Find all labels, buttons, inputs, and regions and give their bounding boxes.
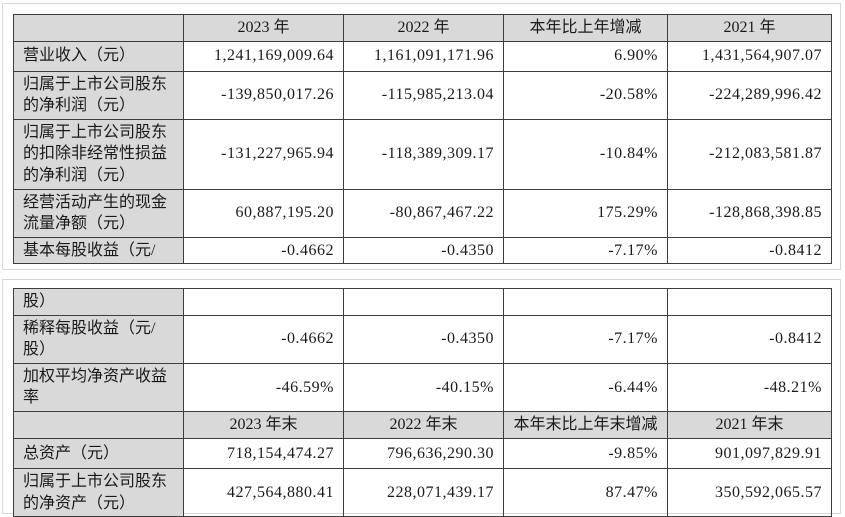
row-label-cell: 归属于上市公司股东的净利润（元）	[13, 70, 184, 120]
financial-summary-table-part1: 2023 年 2022 年本年比上年增减 2021 年营业收入（元） 1,241,16…	[13, 14, 832, 265]
table-header-row: 2023 年 2022 年本年比上年增减 2021 年	[13, 14, 832, 42]
value-cell: -6.44%	[503, 362, 668, 412]
value-cell: 350,592,065.57	[667, 467, 832, 517]
value-cell: -212,083,581.87	[667, 118, 832, 190]
row-label-cell: 归属于上市公司股东的净资产（元）	[13, 467, 184, 517]
value-cell	[503, 288, 668, 316]
value-cell	[343, 288, 504, 316]
column-header-cell: 2022 年	[343, 14, 504, 42]
row-label-cell: 稀释每股收益（元/股）	[13, 314, 184, 364]
value-cell: -10.84%	[503, 118, 668, 190]
value-cell: 87.47%	[503, 467, 668, 517]
table-row: 归属于上市公司股东的净资产（元） 427,564,880.41 228,071,43…	[13, 467, 832, 517]
value-cell	[183, 288, 344, 316]
value-cell: -0.4662	[183, 314, 344, 364]
row-label-cell: 股）	[13, 288, 184, 316]
column-header-cell: 本年比上年增减	[503, 14, 668, 42]
value-cell: -0.4350	[343, 314, 504, 364]
page-fragment-top: 2023 年 2022 年本年比上年增减 2021 年营业收入（元） 1,241,16…	[2, 3, 841, 270]
table-row: 总资产（元） 718,154,474.27 796,636,290.30 -9.85%…	[13, 437, 832, 469]
value-cell: -80,867,467.22	[343, 188, 504, 238]
value-cell: 796,636,290.30	[343, 437, 504, 469]
table-row: 稀释每股收益（元/股） -0.4662 -0.4350 -7.17% -0.8412	[13, 314, 832, 364]
financial-summary-table-part2: 股） 稀释每股收益（元/股） -0.4662 -0.4350 -7.17% -0.8412…	[13, 288, 832, 517]
value-cell: -40.15%	[343, 362, 504, 412]
value-cell: 718,154,474.27	[183, 437, 344, 469]
row-label-cell: 营业收入（元）	[13, 40, 184, 72]
page-fragment-bottom: 股） 稀释每股收益（元/股） -0.4662 -0.4350 -7.17% -0.8412…	[2, 279, 841, 517]
value-cell: 6.90%	[503, 40, 668, 72]
table-row: 经营活动产生的现金流量净额（元） 60,887,195.20 -80,867,467…	[13, 188, 832, 238]
column-header-cell: 2021 年	[667, 14, 832, 42]
table-row: 加权平均净资产收益率 -46.59% -40.15% -6.44% -48.21%	[13, 362, 832, 412]
table-row: 股）	[13, 288, 832, 316]
value-cell: 175.29%	[503, 188, 668, 238]
row-label-cell: 归属于上市公司股东的扣除非经常性损益的净利润（元）	[13, 118, 184, 190]
row-label-cell: 经营活动产生的现金流量净额（元）	[13, 188, 184, 238]
value-cell: -9.85%	[503, 437, 668, 469]
value-cell	[667, 288, 832, 316]
value-cell: 901,097,829.91	[667, 437, 832, 469]
column-header-cell: 2023 年	[183, 14, 344, 42]
column-header-cell: 2022 年末	[343, 410, 504, 439]
value-cell: -0.4662	[183, 236, 344, 265]
value-cell: 1,161,091,171.96	[343, 40, 504, 72]
value-cell: 60,887,195.20	[183, 188, 344, 238]
table-row: 基本每股收益（元/-0.4662 -0.4350 -7.17% -0.8412	[13, 236, 832, 265]
value-cell: -46.59%	[183, 362, 344, 412]
table-row: 营业收入（元） 1,241,169,009.64 1,161,091,171.96 6…	[13, 40, 832, 72]
value-cell: 1,241,169,009.64	[183, 40, 344, 72]
row-label-cell: 基本每股收益（元/	[13, 236, 184, 265]
value-cell: -0.8412	[667, 314, 832, 364]
corner-header-cell	[13, 14, 184, 42]
value-cell: 1,431,564,907.07	[667, 40, 832, 72]
value-cell: 427,564,880.41	[183, 467, 344, 517]
value-cell: -7.17%	[503, 236, 668, 265]
value-cell: -128,868,398.85	[667, 188, 832, 238]
value-cell: -48.21%	[667, 362, 832, 412]
value-cell: -0.4350	[343, 236, 504, 265]
value-cell: -7.17%	[503, 314, 668, 364]
table-row: 归属于上市公司股东的净利润（元） -139,850,017.26 -115,985,…	[13, 70, 832, 120]
value-cell: -139,850,017.26	[183, 70, 344, 120]
corner-header-cell	[13, 410, 184, 439]
column-header-cell: 2023 年末	[183, 410, 344, 439]
column-header-cell: 2021 年末	[667, 410, 832, 439]
value-cell: -224,289,996.42	[667, 70, 832, 120]
value-cell: -131,227,965.94	[183, 118, 344, 190]
table-row: 归属于上市公司股东的扣除非经常性损益的净利润（元） -131,227,965.94…	[13, 118, 832, 190]
value-cell: -20.58%	[503, 70, 668, 120]
value-cell: -115,985,213.04	[343, 70, 504, 120]
table-body: 2023 年 2022 年本年比上年增减 2021 年营业收入（元） 1,241,16…	[13, 14, 832, 265]
table-header-row: 2023 年末 2022 年末 本年末比上年末增减 2021 年末	[13, 410, 832, 439]
value-cell: 228,071,439.17	[343, 467, 504, 517]
column-header-cell: 本年末比上年末增减	[503, 410, 668, 439]
row-label-cell: 加权平均净资产收益率	[13, 362, 184, 412]
value-cell: -0.8412	[667, 236, 832, 265]
value-cell: -118,389,309.17	[343, 118, 504, 190]
row-label-cell: 总资产（元）	[13, 437, 184, 469]
table-body: 股） 稀释每股收益（元/股） -0.4662 -0.4350 -7.17% -0.8412…	[13, 288, 832, 517]
